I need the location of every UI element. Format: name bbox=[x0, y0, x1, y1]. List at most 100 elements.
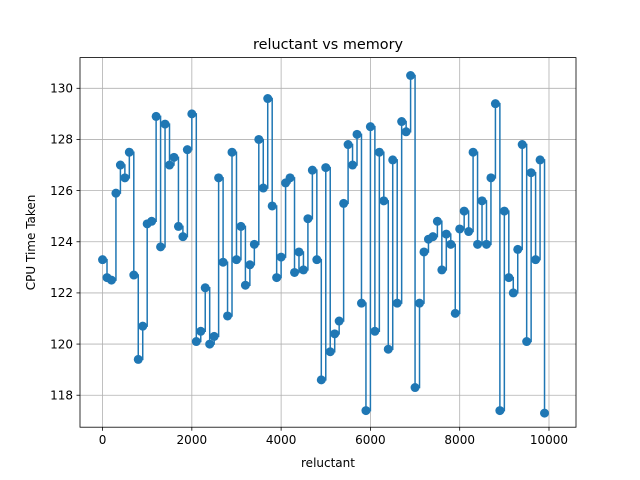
data-point bbox=[499, 206, 509, 216]
data-point bbox=[535, 155, 545, 165]
data-point bbox=[513, 244, 523, 254]
data-point bbox=[98, 255, 108, 265]
data-point bbox=[415, 298, 425, 308]
data-point bbox=[339, 198, 349, 208]
data-point bbox=[325, 347, 335, 357]
y-tick-label: 118 bbox=[50, 389, 73, 403]
data-point bbox=[205, 339, 215, 349]
data-point bbox=[124, 147, 134, 157]
data-point bbox=[267, 201, 277, 211]
data-point bbox=[160, 119, 170, 129]
data-point bbox=[115, 160, 125, 170]
data-point bbox=[401, 127, 411, 137]
grid bbox=[80, 57, 576, 428]
data-point bbox=[272, 273, 282, 283]
y-axis: 118 120 122 124 126 128 130 bbox=[50, 82, 80, 403]
data-point bbox=[285, 173, 295, 183]
x-axis-title: reluctant bbox=[301, 456, 355, 470]
data-point bbox=[383, 344, 393, 354]
data-point bbox=[406, 71, 416, 80]
data-point bbox=[490, 99, 500, 109]
data-point bbox=[133, 354, 143, 364]
data-point bbox=[330, 329, 340, 339]
data-point bbox=[441, 229, 451, 239]
data-point bbox=[187, 109, 197, 119]
y-axis-title: CPU Time Taken bbox=[24, 195, 38, 291]
data-point bbox=[464, 227, 474, 237]
y-tick-label: 120 bbox=[50, 337, 73, 351]
y-tick-label: 126 bbox=[50, 184, 73, 198]
data-point bbox=[240, 280, 250, 290]
data-point bbox=[120, 173, 130, 183]
data-point bbox=[356, 298, 366, 308]
data-point bbox=[178, 232, 188, 242]
data-point bbox=[504, 273, 514, 283]
data-point bbox=[307, 165, 317, 175]
data-point bbox=[223, 311, 233, 321]
data-point bbox=[392, 298, 402, 308]
data-point bbox=[486, 173, 496, 183]
data-point bbox=[450, 308, 460, 318]
x-tick-label: 0 bbox=[99, 433, 107, 447]
x-tick-label: 6000 bbox=[355, 433, 386, 447]
data-point bbox=[258, 183, 268, 193]
data-point bbox=[410, 383, 420, 393]
data-point bbox=[437, 265, 447, 275]
data-point bbox=[294, 247, 304, 257]
data-point bbox=[321, 163, 331, 173]
data-point bbox=[276, 252, 286, 262]
data-point bbox=[526, 168, 536, 178]
data-point bbox=[200, 283, 210, 293]
data-point bbox=[245, 260, 255, 270]
data-point bbox=[173, 221, 183, 231]
data-point bbox=[531, 255, 541, 265]
data-point bbox=[147, 216, 157, 226]
data-point bbox=[111, 188, 121, 198]
data-point bbox=[196, 326, 206, 336]
data-point bbox=[481, 239, 491, 249]
data-point bbox=[334, 316, 344, 326]
data-point bbox=[169, 152, 179, 162]
y-tick-label: 130 bbox=[50, 82, 73, 96]
y-tick-label: 124 bbox=[50, 235, 73, 249]
data-point bbox=[419, 247, 429, 257]
x-tick-label: 10000 bbox=[530, 433, 568, 447]
data-point bbox=[151, 111, 161, 121]
data-point bbox=[397, 117, 407, 127]
data-point bbox=[165, 160, 175, 170]
data-point bbox=[370, 326, 380, 336]
data-point bbox=[191, 337, 201, 347]
data-point bbox=[129, 270, 139, 280]
data-point bbox=[182, 145, 192, 155]
data-point bbox=[432, 216, 442, 226]
data-point bbox=[316, 375, 326, 385]
data-point bbox=[495, 406, 505, 416]
data-point bbox=[388, 155, 398, 165]
x-tick-label: 2000 bbox=[177, 433, 208, 447]
data-point bbox=[227, 147, 237, 157]
data-point bbox=[138, 321, 148, 331]
y-tick-label: 128 bbox=[50, 133, 73, 147]
data-point bbox=[455, 224, 465, 234]
data-point bbox=[249, 239, 259, 249]
data-point bbox=[214, 173, 224, 183]
data-point bbox=[374, 147, 384, 157]
data-point bbox=[209, 331, 219, 341]
data-point bbox=[379, 196, 389, 206]
data-point bbox=[156, 242, 166, 252]
data-point bbox=[352, 129, 362, 139]
data-point bbox=[298, 265, 308, 275]
data-point bbox=[473, 239, 483, 249]
data-point bbox=[231, 255, 241, 265]
chart-title: reluctant vs memory bbox=[253, 37, 403, 53]
data-point bbox=[468, 147, 478, 157]
x-tick-label: 8000 bbox=[444, 433, 475, 447]
data-point bbox=[517, 140, 527, 150]
data-point bbox=[522, 337, 532, 347]
data-point bbox=[312, 255, 322, 265]
x-tick-label: 4000 bbox=[266, 433, 297, 447]
y-tick-label: 122 bbox=[50, 286, 73, 300]
series-layer bbox=[98, 71, 550, 418]
data-point bbox=[508, 288, 518, 298]
